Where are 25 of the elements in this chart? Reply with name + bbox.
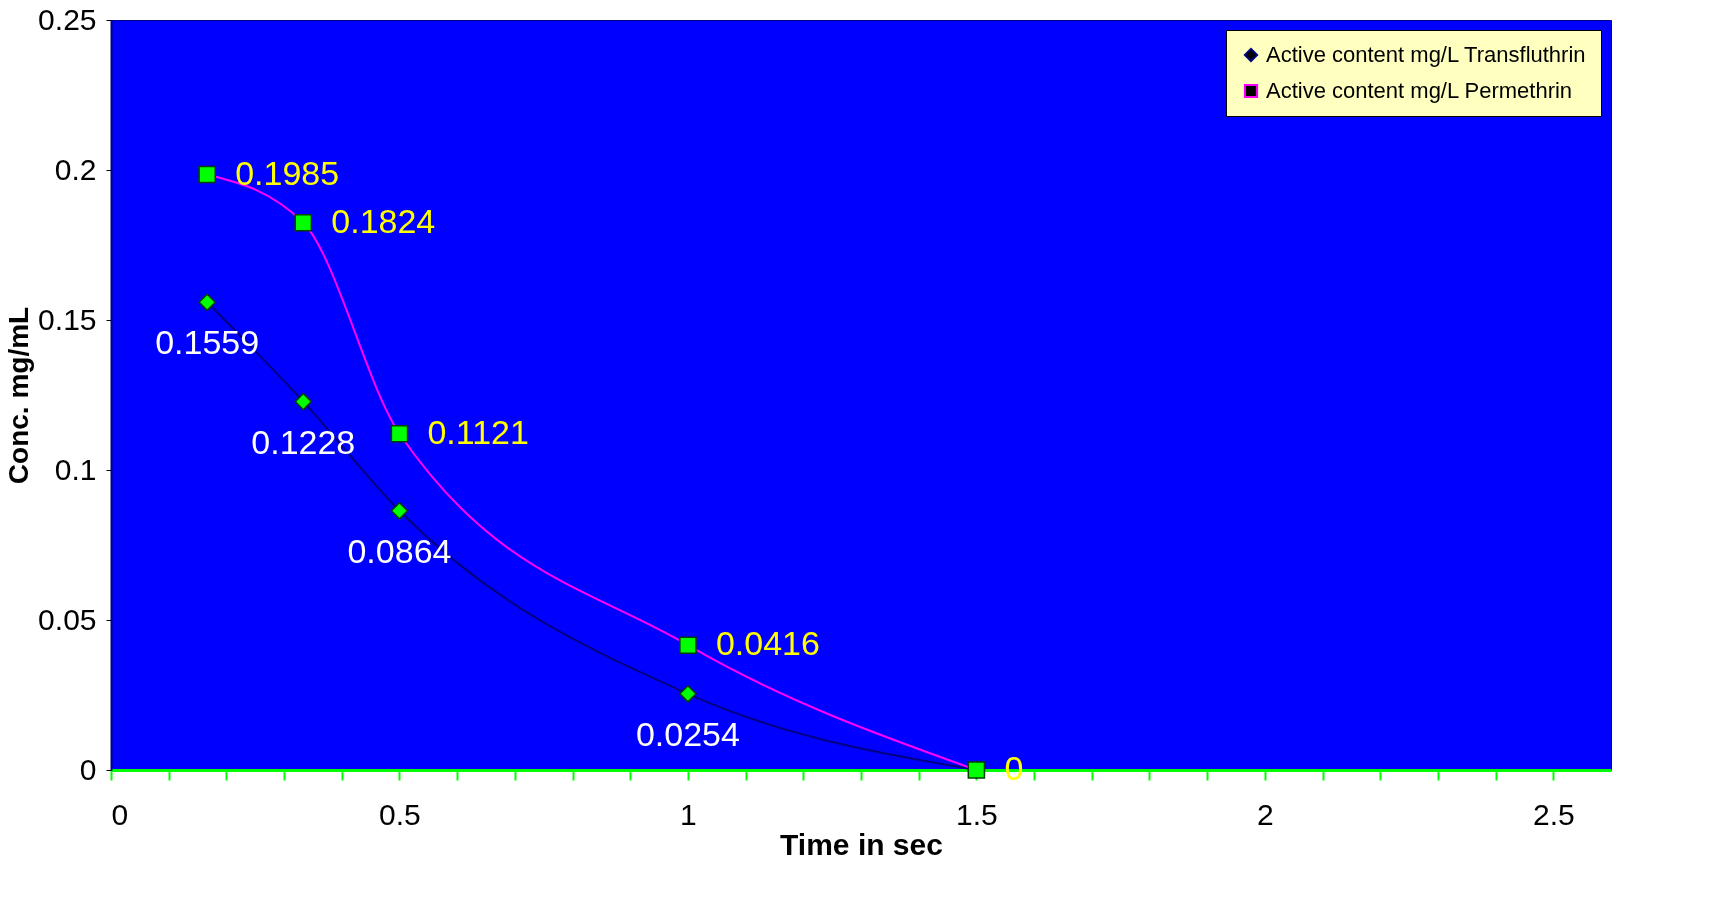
data-label: 0.1985 [235,153,340,192]
data-label: 0.0416 [715,624,820,663]
x-tick-label: 1 [680,797,697,831]
data-label: 0.0254 [635,714,740,753]
legend-label: Active content mg/L Transfluthrin [1266,42,1586,67]
y-tick-label: 0.1 [54,452,97,486]
x-tick-label: 0 [111,797,129,831]
y-axis-title: Conc. mg/mL [3,306,35,485]
data-label: 0.0864 [347,531,452,570]
x-axis-title: Time in sec [780,827,943,861]
x-tick-label: 1.5 [956,797,998,831]
y-tick-label: 0.05 [38,602,97,636]
y-tick-label: 0 [79,752,97,786]
x-tick-label: 2 [1257,797,1274,831]
data-label: 0 [1004,749,1024,787]
y-tick-label: 0.25 [38,2,97,36]
y-tick-label: 0.2 [54,152,97,186]
x-tick-label: 0.5 [379,797,421,831]
x-tick-label: 2.5 [1532,797,1575,831]
legend-label: Active content mg/L Permethrin [1266,78,1573,103]
data-label: 0.1824 [331,201,436,240]
data-label: 0.1559 [155,323,260,362]
data-label: 0.1121 [427,412,529,451]
y-tick-label: 0.15 [38,302,97,336]
data-label: 0.1228 [251,422,356,461]
